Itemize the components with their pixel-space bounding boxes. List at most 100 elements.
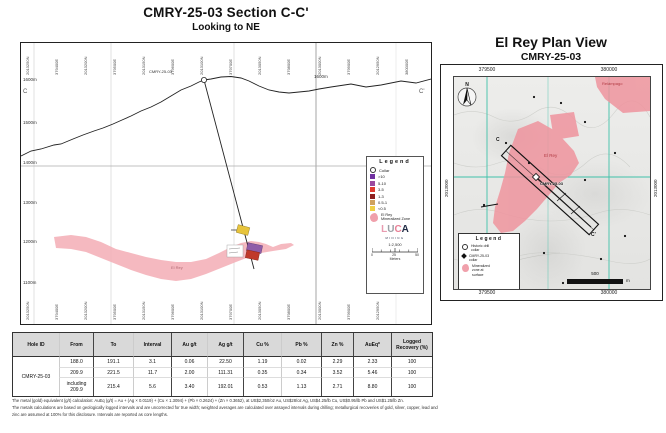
- axis-label: 2013050N: [257, 301, 262, 320]
- axis-label: 2013250N: [25, 301, 30, 320]
- table-header: Zn %: [321, 333, 353, 357]
- axis-label: 2013000N: [317, 301, 322, 320]
- footnote: zinc are assumed at 100% for this disclo…: [12, 412, 168, 417]
- table-cell: 1.19: [243, 357, 281, 367]
- axis-label: 379900E: [346, 303, 351, 320]
- elevation-label: 1600m: [23, 77, 37, 82]
- scale-tick: 50: [415, 253, 419, 258]
- table-cell: 8.80: [353, 377, 391, 396]
- grade-swatch: [370, 180, 375, 186]
- elevation-label: 1500m: [23, 120, 37, 125]
- legend-label: Historic drill collar: [471, 243, 490, 252]
- coord-label: 379500: [478, 67, 496, 73]
- luca-logo: L U C A: [370, 225, 420, 235]
- table-header: Hole ID: [13, 333, 59, 357]
- footnote: The metals calculations are based on geo…: [12, 405, 438, 410]
- elevation-label: 1100m: [23, 280, 37, 285]
- plan-title: El Rey Plan View: [495, 34, 607, 50]
- zone-label: El Rey: [171, 265, 183, 270]
- logo-letter: U: [387, 224, 395, 236]
- plan-map-frame: 379500 380000 379500 380000 2013000 2013…: [440, 64, 663, 301]
- scale-unit: Meters: [389, 257, 401, 262]
- table-cell: 0.06: [171, 357, 207, 367]
- axis-label: 2013150N: [141, 56, 146, 75]
- table-header: To: [93, 333, 133, 357]
- elevation-label: 1300m: [23, 200, 37, 205]
- legend-item-grade: 3-5: [370, 187, 420, 193]
- axis-label: 379500E: [112, 58, 117, 75]
- table-cell: 2.00: [171, 367, 207, 377]
- drill-trace: [203, 79, 255, 270]
- coord-label: 2013000: [444, 179, 449, 197]
- logo-subtext: MINING: [385, 235, 405, 240]
- table-cell: 188.0: [59, 357, 93, 367]
- table-header: Logged Recovery (%): [391, 333, 432, 357]
- table-cell: 215.4: [93, 377, 133, 396]
- table-cell: 111.31: [207, 367, 243, 377]
- coord-label: 379500: [478, 290, 496, 296]
- scale-ruler: [372, 248, 418, 253]
- legend-label: <0.5: [378, 206, 386, 212]
- table-header: From: [59, 333, 93, 357]
- intercept-yellow: [235, 224, 251, 236]
- table-cell: 0.02: [281, 357, 321, 367]
- coord-label: 2013000: [653, 179, 658, 197]
- elevation-label: 1400m: [23, 160, 37, 165]
- table-cell: 3.1: [133, 357, 171, 367]
- legend-label: 0.5-1: [378, 199, 388, 205]
- table-cell: 22.50: [207, 357, 243, 367]
- table-cell: 100: [391, 367, 432, 377]
- table-cell: including 209.9: [59, 377, 93, 396]
- axis-label: 2013250N: [25, 56, 30, 75]
- plan-collar-label: CMRY-25-03: [540, 181, 563, 186]
- table-cell: 191.1: [93, 357, 133, 367]
- logo-letter: L: [381, 224, 388, 236]
- table-cell: 11.7: [133, 367, 171, 377]
- table-cell: 0.35: [243, 367, 281, 377]
- legend-label: El Rey Mineralized Zone: [381, 212, 411, 222]
- plan-c-label: C: [496, 137, 500, 143]
- section-subtitle: Looking to NE: [192, 22, 260, 33]
- grade-swatch: [370, 193, 375, 199]
- table-cell: 0.34: [281, 367, 321, 377]
- plan-map: N Relámpago El Rey CMRY-25-03 C C' Legen…: [453, 76, 651, 290]
- table-cell: 209.9: [59, 367, 93, 377]
- north-arrow-icon: N: [457, 82, 477, 107]
- section-title: CMRY-25-03 Section C-C': [143, 5, 309, 20]
- grade-swatch: [370, 187, 375, 193]
- axis-label: 2013200N: [83, 301, 88, 320]
- legend-item-grade: 1-3: [370, 193, 420, 199]
- axis-label: 380000E: [404, 58, 409, 75]
- table-cell: 5.46: [353, 367, 391, 377]
- zone-icon: [370, 212, 378, 222]
- legend-label: 5-10: [378, 180, 387, 186]
- axis-label: 2013000N: [317, 56, 322, 75]
- grade-swatch: [370, 199, 375, 205]
- axis-label: 379800E: [286, 303, 291, 320]
- grade-swatch: [370, 206, 375, 212]
- collar-symbol: [200, 77, 207, 84]
- coord-label: 380000: [600, 67, 618, 73]
- table-cell: 1.13: [281, 377, 321, 396]
- axis-label: 379800E: [286, 58, 291, 75]
- table-cell: 100: [391, 357, 432, 367]
- el-rey-label: El Rey: [544, 153, 558, 158]
- table-cell: 100: [391, 377, 432, 396]
- drill-collar-dots: [482, 95, 627, 285]
- axis-label: 2012950N: [375, 56, 380, 75]
- table-cell: 2.71: [321, 377, 353, 396]
- section-plot: 2013250N 379400E 2013200N 379500E 201315…: [20, 42, 432, 325]
- table-cell: 192.01: [207, 377, 243, 396]
- collar-label: CMRY-25-03: [149, 69, 172, 74]
- topography-line: [21, 76, 431, 157]
- table-cell: 221.5: [93, 367, 133, 377]
- plan-scale-value: 500: [591, 271, 599, 276]
- axis-label: 379700E: [228, 58, 233, 75]
- collar-icon: [370, 167, 376, 173]
- table-header: Ag g/t: [207, 333, 243, 357]
- footnote: The metal (gold) equivalent (g/t) calcul…: [12, 398, 404, 403]
- table-header: Interval: [133, 333, 171, 357]
- legend-label: Mineralized zone at surface: [472, 264, 490, 277]
- axis-label: 2012950N: [375, 301, 380, 320]
